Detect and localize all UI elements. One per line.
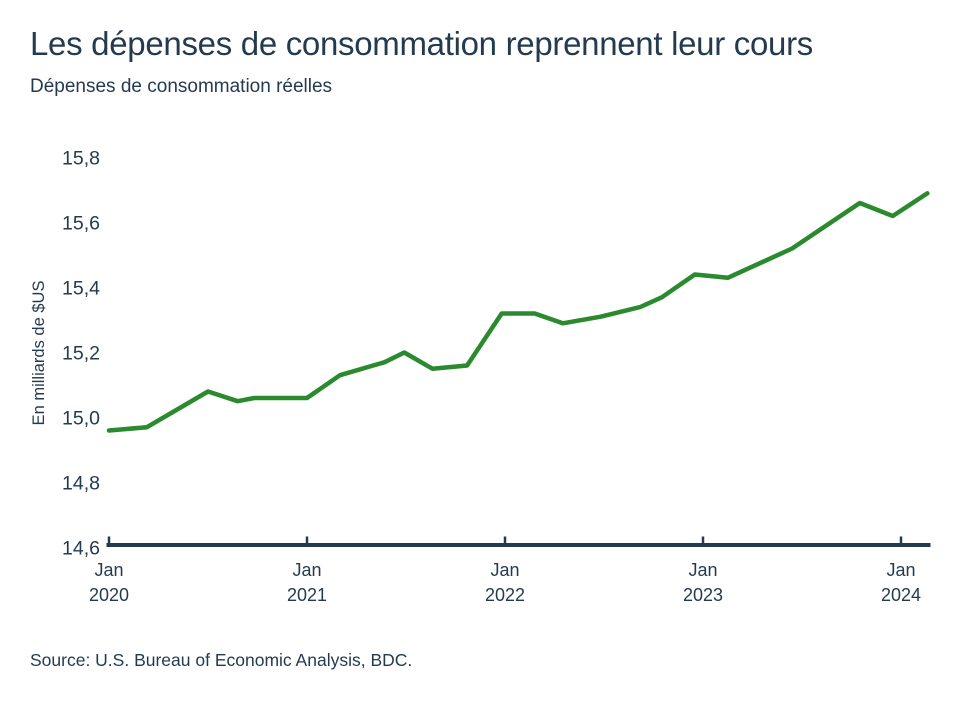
y-tick-label: 14,8 [62, 472, 100, 494]
y-axis-label: En milliards de $US [30, 281, 48, 426]
x-tick-label: Jan [292, 560, 321, 580]
chart-title: Les dépenses de consommation reprennent … [30, 25, 813, 62]
x-tick-label: Jan [688, 560, 717, 580]
x-tick-label: Jan [94, 560, 123, 580]
x-tick-year-label: 2023 [683, 585, 723, 605]
x-tick-label: Jan [490, 560, 519, 580]
x-tick-year-label: 2022 [485, 585, 525, 605]
chart-subtitle: Dépenses de consommation réelles [30, 76, 333, 97]
x-tick-year-label: 2024 [881, 585, 921, 605]
x-tick-label: Jan [886, 560, 915, 580]
y-tick-label: 15,0 [62, 407, 100, 429]
y-tick-label: 15,8 [62, 147, 100, 169]
series-line [106, 191, 930, 433]
y-tick-label: 15,2 [62, 342, 100, 364]
y-tick-label: 15,4 [62, 277, 100, 299]
source-note: Source: U.S. Bureau of Economic Analysis… [30, 650, 413, 670]
y-tick-label: 14,6 [62, 537, 100, 559]
x-tick-year-label: 2021 [287, 585, 327, 605]
x-tick-year-label: 2020 [89, 585, 129, 605]
y-tick-label: 15,6 [62, 212, 100, 234]
